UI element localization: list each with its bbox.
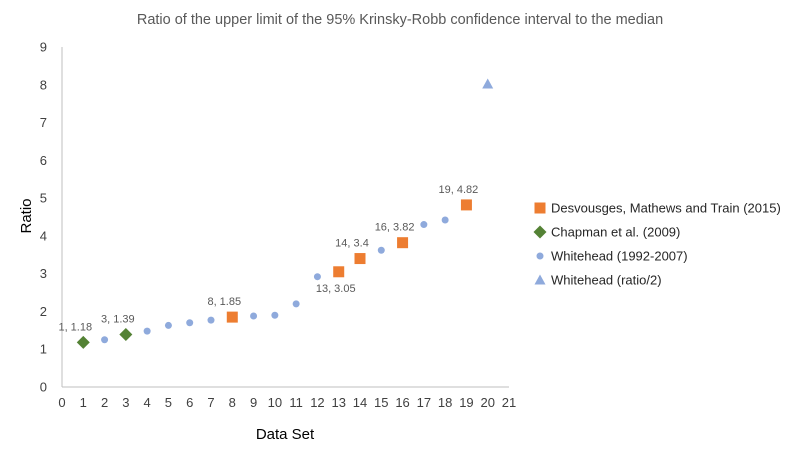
legend: Desvousges, Mathews and Train (2015) Chap… xyxy=(533,201,781,288)
circle-marker xyxy=(143,327,151,335)
y-tick-label: 9 xyxy=(40,40,47,55)
circle-marker xyxy=(271,311,279,319)
x-axis-title: Data Set xyxy=(256,426,315,443)
data-label: 3, 1.39 xyxy=(101,313,135,325)
y-axis-title: Ratio xyxy=(18,198,35,233)
circle-marker xyxy=(292,300,300,308)
legend-marker xyxy=(534,274,546,285)
data-label: 14, 3.4 xyxy=(335,238,369,250)
x-tick-label: 13 xyxy=(331,395,345,410)
circle-marker xyxy=(313,273,321,281)
x-tick-label: 12 xyxy=(310,395,324,410)
x-tick-label: 6 xyxy=(186,395,193,410)
legend-item: Chapman et al. (2009) xyxy=(533,225,680,240)
legend-marker xyxy=(533,225,547,239)
x-tick-label: 5 xyxy=(165,395,172,410)
series-circle xyxy=(101,216,449,344)
legend-label: Desvousges, Mathews and Train (2015) xyxy=(551,201,781,216)
data-label: 1, 1.18 xyxy=(58,321,92,333)
data-label: 19, 4.82 xyxy=(439,184,479,196)
data-label: 8, 1.85 xyxy=(207,296,241,308)
x-tick-label: 19 xyxy=(459,395,473,410)
series-square xyxy=(226,199,472,323)
x-tick-label: 0 xyxy=(58,395,65,410)
data-points xyxy=(76,78,494,349)
circle-marker xyxy=(377,246,385,254)
y-tick-label: 4 xyxy=(40,228,47,243)
chart-title: Ratio of the upper limit of the 95% Krin… xyxy=(137,12,663,28)
data-labels: 8, 1.85 13, 3.05 14, 3.4 16, 3.82 19, 4.82 1,… xyxy=(58,184,478,334)
x-tick-label: 15 xyxy=(374,395,388,410)
x-tick-label: 10 xyxy=(268,395,282,410)
x-tick-label: 18 xyxy=(438,395,452,410)
y-tick-label: 0 xyxy=(40,380,47,395)
y-tick-label: 2 xyxy=(40,304,47,319)
legend-item: Whitehead (ratio/2) xyxy=(534,273,662,288)
x-tick-label: 20 xyxy=(480,395,494,410)
circle-marker xyxy=(420,221,428,229)
y-tick-label: 8 xyxy=(40,77,47,92)
x-tick-label: 1 xyxy=(80,395,87,410)
legend-item: Desvousges, Mathews and Train (2015) xyxy=(534,201,781,216)
square-marker xyxy=(354,253,366,265)
square-marker xyxy=(460,199,472,211)
legend-label: Whitehead (1992-2007) xyxy=(551,249,688,264)
x-tick-label: 16 xyxy=(395,395,409,410)
y-tick-label: 5 xyxy=(40,191,47,206)
legend-marker xyxy=(536,252,544,260)
circle-marker xyxy=(207,316,215,324)
y-tick-label: 1 xyxy=(40,342,47,357)
x-tick-label: 4 xyxy=(144,395,151,410)
circle-marker xyxy=(101,336,109,344)
x-tick-label: 3 xyxy=(122,395,129,410)
circle-marker xyxy=(186,319,194,327)
data-label: 16, 3.82 xyxy=(375,222,415,234)
legend-marker xyxy=(534,202,546,214)
axes: 0 1 2 3 4 5 6 7 8 9 10 11 12 13 14 15 16 17 18 19 20 21012345… xyxy=(40,40,516,411)
diamond-marker xyxy=(119,327,133,341)
legend-label: Whitehead (ratio/2) xyxy=(551,273,662,288)
y-tick-label: 3 xyxy=(40,266,47,281)
x-tick-label: 11 xyxy=(289,395,303,410)
data-label: 13, 3.05 xyxy=(316,283,356,295)
legend-item: Whitehead (1992-2007) xyxy=(536,249,688,264)
square-marker xyxy=(333,266,345,278)
circle-marker xyxy=(164,321,172,329)
x-tick-label: 8 xyxy=(229,395,236,410)
x-tick-label: 2 xyxy=(101,395,108,410)
series-diamond xyxy=(76,327,133,349)
y-tick-label: 6 xyxy=(40,153,47,168)
x-tick-label: 7 xyxy=(207,395,214,410)
diamond-marker xyxy=(76,335,90,349)
x-tick-label: 14 xyxy=(353,395,367,410)
y-tick-label: 7 xyxy=(40,115,47,130)
square-marker xyxy=(226,311,238,323)
x-tick-label: 21 xyxy=(502,395,516,410)
square-marker xyxy=(397,237,409,249)
series-triangle xyxy=(482,78,494,89)
circle-marker xyxy=(250,312,258,320)
triangle-marker xyxy=(482,78,494,89)
circle-marker xyxy=(441,216,449,224)
x-tick-label: 9 xyxy=(250,395,257,410)
x-tick-label: 17 xyxy=(417,395,431,410)
legend-label: Chapman et al. (2009) xyxy=(551,225,680,240)
